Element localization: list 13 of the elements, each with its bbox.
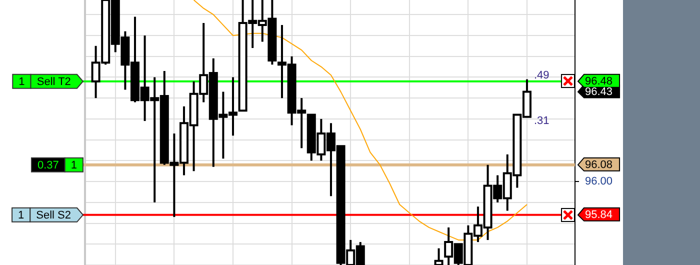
text: 0.37 [37,159,59,172]
text: .49 [534,69,550,82]
text: 1 [70,159,78,172]
y-tick-label: 96.00 [585,176,613,188]
y-tick-label: 95.84 [585,208,613,221]
y-tick-label: 96.08 [585,158,613,171]
text: Sell T2 [36,76,71,88]
text: Sell S2 [36,209,72,222]
text: 1 [18,76,25,88]
y-tick-label: 96.48 [585,75,613,88]
text: .31 [534,114,550,127]
y-tick-label: 96.43 [585,86,613,98]
text: 1 [18,209,24,222]
